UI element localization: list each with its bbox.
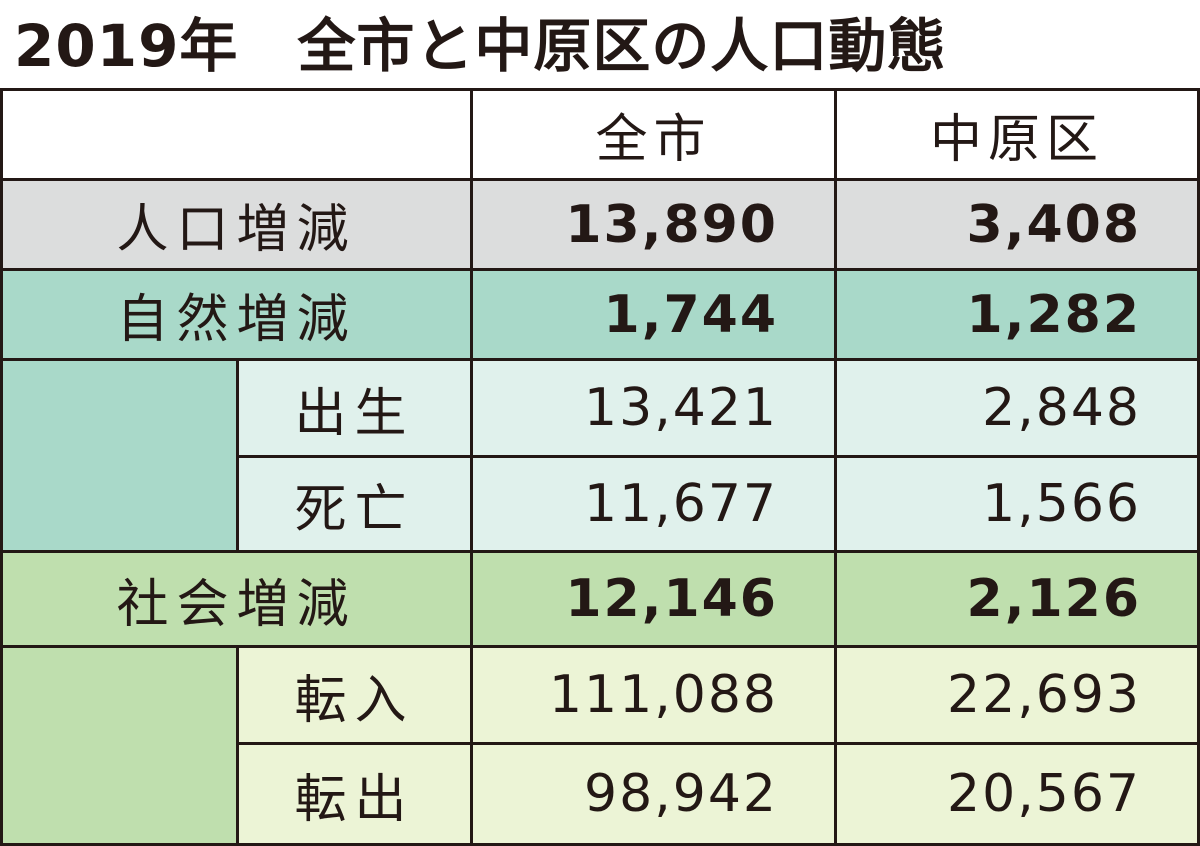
value-cell: 2,126 xyxy=(834,550,1200,648)
header-cell: 全市 xyxy=(470,88,837,181)
value-cell: 2,848 xyxy=(834,358,1200,458)
value-cell: 11,677 xyxy=(470,455,837,553)
row-label: 人口増減 xyxy=(0,178,473,271)
row-label: 自然増減 xyxy=(0,268,473,361)
row-label: 社会増減 xyxy=(0,550,473,648)
value-cell: 20,567 xyxy=(834,742,1200,846)
title: 2019年 全市と中原区の人口動態 xyxy=(14,12,947,80)
value-cell: 12,146 xyxy=(470,550,837,648)
value-cell: 1,744 xyxy=(470,268,837,361)
value-cell: 111,088 xyxy=(470,645,837,745)
group-block xyxy=(0,355,239,553)
value-cell: 1,282 xyxy=(834,268,1200,361)
value-cell: 3,408 xyxy=(834,178,1200,271)
header-blank xyxy=(0,88,473,181)
value-cell: 1,566 xyxy=(834,455,1200,553)
group-block xyxy=(0,645,239,846)
sub-row-label: 転出 xyxy=(236,742,473,846)
sub-row-label: 死亡 xyxy=(236,455,473,553)
value-cell: 13,890 xyxy=(470,178,837,271)
value-cell: 22,693 xyxy=(834,645,1200,745)
value-cell: 98,942 xyxy=(470,742,837,846)
header-cell: 中原区 xyxy=(834,88,1200,181)
value-cell: 13,421 xyxy=(470,358,837,458)
sub-row-label: 転入 xyxy=(236,645,473,745)
sub-row-label: 出生 xyxy=(236,358,473,458)
